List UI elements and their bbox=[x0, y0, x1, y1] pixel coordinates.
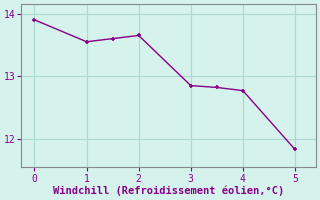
X-axis label: Windchill (Refroidissement éolien,°C): Windchill (Refroidissement éolien,°C) bbox=[53, 185, 284, 196]
